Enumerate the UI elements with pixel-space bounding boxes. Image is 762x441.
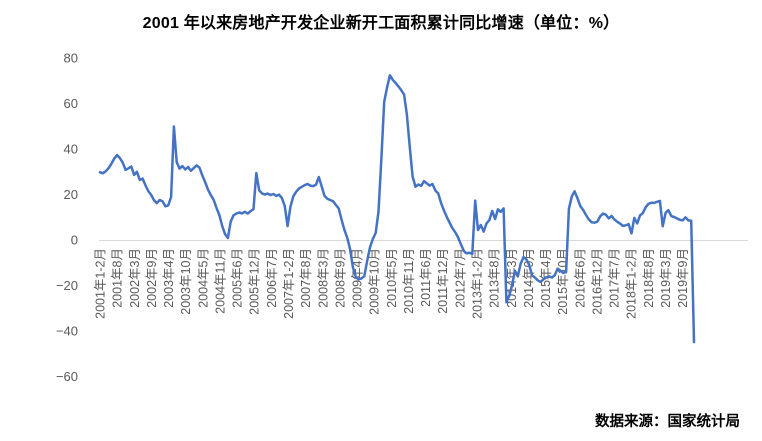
x-tick-label: 2018年1-2月 [625, 248, 639, 319]
x-tick-label: 2004年5月 [196, 248, 210, 308]
x-tick-label: 2016年6月 [573, 248, 587, 308]
x-tick-label: 2012年7月 [453, 248, 467, 308]
x-tick-label: 2002年3月 [128, 248, 142, 308]
y-tick-label: 40 [64, 142, 78, 157]
y-tick-label: 0 [71, 233, 78, 248]
x-tick-label: 2017年7月 [608, 248, 622, 308]
x-tick-label: 2010年5月 [385, 248, 399, 308]
x-tick-label: 2003年4月 [162, 248, 176, 308]
source-note: 数据来源：国家统计局 [595, 414, 740, 430]
x-tick-label: 2006年7月 [265, 248, 279, 308]
x-tick-label: 2013年8月 [488, 248, 502, 308]
x-tick-label: 2003年10月 [179, 248, 193, 315]
x-tick-label: 2008年3月 [316, 248, 330, 308]
x-tick-label: 2005年6月 [231, 248, 245, 308]
x-tick-label: 2015年10月 [556, 248, 570, 315]
x-tick-label: 2014年9月 [522, 248, 536, 308]
y-tick-label: 60 [64, 96, 78, 111]
x-tick-label: 2001年8月 [111, 248, 125, 308]
x-tick-label: 2011年6月 [419, 248, 433, 307]
x-tick-label: 2019年9月 [676, 248, 690, 308]
x-tick-label: 2014年3月 [505, 248, 519, 308]
x-tick-label: 2011年12月 [436, 248, 450, 314]
x-tick-label: 2007年8月 [299, 248, 313, 308]
y-tick-label: 20 [64, 187, 78, 202]
x-tick-label: 2002年9月 [145, 248, 159, 308]
x-tick-label: 2004年11月 [214, 248, 228, 314]
x-tick-label: 2008年9月 [333, 248, 347, 308]
y-tick-label: −40 [56, 324, 78, 339]
x-tick-label: 2007年1-2月 [282, 248, 296, 319]
series-line [98, 74, 696, 344]
x-tick-label: 2018年8月 [642, 248, 656, 308]
y-tick-label: −20 [56, 278, 78, 293]
x-tick-label: 2013年1-2月 [471, 248, 485, 319]
x-tick-label: 2001年1-2月 [94, 248, 108, 319]
x-tick-label: 2016年12月 [591, 248, 605, 315]
y-tick-label: 80 [64, 51, 78, 66]
x-tick-label: 2019年3月 [659, 248, 673, 308]
x-tick-label: 2005年12月 [248, 248, 262, 315]
x-tick-label: 2010年11月 [402, 248, 416, 314]
chart-title: 2001 年以来房地产开发企业新开工面积累计同比增速（单位：%） [142, 15, 620, 32]
y-tick-label: −60 [56, 369, 78, 384]
x-tick-label: 2009年10月 [368, 248, 382, 315]
